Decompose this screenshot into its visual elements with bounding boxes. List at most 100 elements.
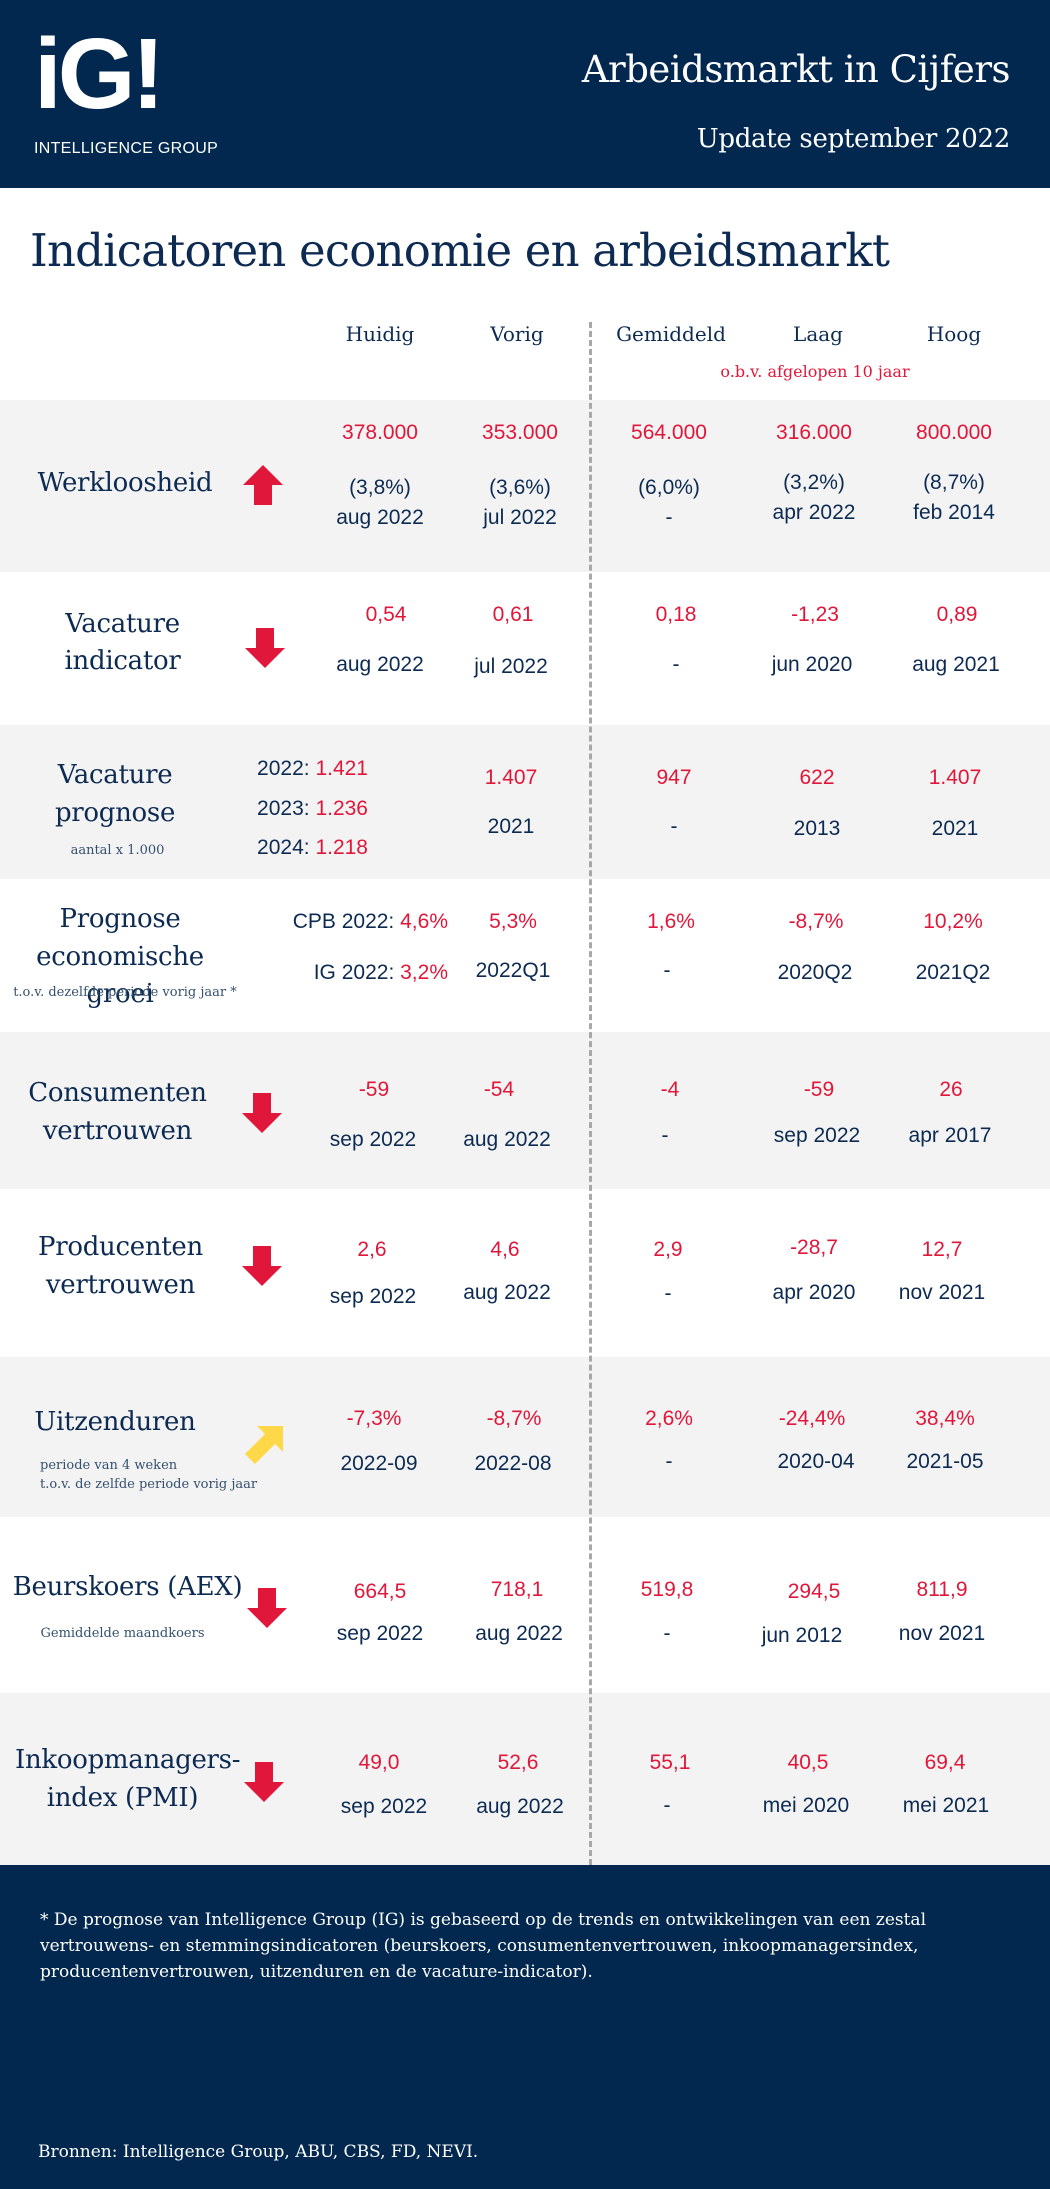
huidig-value: 664,5 — [353, 1580, 407, 1603]
vorig-value: -54 — [483, 1078, 515, 1101]
laag-pct: (3,2%) — [783, 471, 845, 494]
prognose-2024: 2024: 1.218 — [200, 835, 368, 861]
row-producentenvertrouwen: Producenten vertrouwen 2,6 sep 2022 4,6 … — [0, 1189, 1050, 1357]
trend-down-arrow-icon — [247, 1588, 287, 1628]
gemiddeld-date: - — [670, 815, 678, 838]
laag-date: jun 2012 — [761, 1624, 843, 1647]
vorig-date: aug 2022 — [476, 1795, 564, 1818]
vorig-date: aug 2022 — [463, 1281, 551, 1304]
gemiddeld-date: - — [665, 1450, 673, 1473]
huidig-value: 0,54 — [365, 603, 407, 626]
vorig-date: 2021 — [487, 815, 535, 838]
gemiddeld-date: - — [672, 653, 680, 676]
row-label-line2: vertrouwen — [45, 1270, 196, 1300]
prognose-2024-label: 2024: — [257, 836, 310, 859]
hoog-date: feb 2014 — [913, 501, 995, 524]
hoog-value: 38,4% — [915, 1407, 975, 1430]
row-label-line2: index (PMI) — [46, 1783, 199, 1813]
vorig-date: jul 2022 — [474, 655, 548, 678]
huidig-date: 2022-09 — [340, 1452, 418, 1475]
header-subtitle: Update september 2022 — [696, 124, 1011, 154]
gemiddeld-value: 2,9 — [653, 1238, 683, 1261]
huidig-value: 378.000 — [342, 421, 418, 444]
laag-date: mei 2020 — [762, 1794, 850, 1817]
vorig-value: -8,7% — [486, 1407, 542, 1430]
row-sublabel-line1: periode van 4 weken — [40, 1458, 178, 1473]
footer-banner — [0, 1865, 1050, 2189]
vorig-value: 1.407 — [484, 766, 538, 789]
prognose-2023-label: 2023: — [257, 797, 310, 820]
row-vacature-indicator: Vacature indicator 0,54 aug 2022 0,61 ju… — [0, 572, 1050, 725]
row-sublabel: t.o.v. dezelfde periode vorig jaar * — [13, 985, 237, 1000]
laag-value: 294,5 — [787, 1580, 841, 1603]
hoog-date: apr 2017 — [908, 1124, 992, 1147]
prognose-ig: IG 2022: 3,2% — [218, 960, 448, 986]
vorig-date: aug 2022 — [475, 1622, 563, 1645]
row-label: Uitzenduren — [34, 1407, 196, 1437]
hoog-date: 2021Q2 — [915, 961, 991, 984]
laag-date: 2020-04 — [777, 1450, 855, 1473]
prognose-2024-value: 1.218 — [315, 836, 368, 859]
gemiddeld-value: 1,6% — [647, 910, 695, 933]
row-label: Werkloosheid — [37, 468, 213, 498]
row-label-line2: vertrouwen — [42, 1116, 193, 1146]
prognose-2023: 2023: 1.236 — [200, 796, 368, 822]
column-header-vorig: Vorig — [490, 322, 544, 346]
laag-date: apr 2022 — [772, 501, 856, 524]
prognose-2023-value: 1.236 — [315, 797, 368, 820]
gemiddeld-value: 947 — [656, 766, 692, 789]
vorig-value: 718,1 — [490, 1578, 544, 1601]
vorig-pct: (3,6%) — [489, 476, 551, 499]
gemiddeld-date: - — [663, 1622, 671, 1645]
trend-down-arrow-icon — [242, 1246, 282, 1286]
row-label-line1: Inkoopmanagers- — [15, 1745, 241, 1775]
huidig-date: aug 2022 — [336, 506, 424, 529]
row-prognose-groei: Prognose economische groei t.o.v. dezelf… — [0, 879, 1050, 1032]
gemiddeld-pct: (6,0%) — [638, 476, 700, 499]
gemiddeld-value: 564.000 — [631, 421, 707, 444]
laag-value: 40,5 — [787, 1751, 829, 1774]
column-header-huidig: Huidig — [345, 322, 415, 346]
prognose-cpb-label: CPB 2022: — [292, 910, 395, 933]
gemiddeld-value: -4 — [660, 1078, 680, 1101]
row-label-line2: prognose — [54, 798, 176, 828]
row-label-line2: indicator — [64, 646, 181, 676]
huidig-date: sep 2022 — [340, 1795, 428, 1818]
huidig-date: sep 2022 — [336, 1622, 424, 1645]
prognose-cpb-value: 4,6% — [400, 910, 448, 933]
hoog-date: nov 2021 — [898, 1622, 986, 1645]
vorig-date: 2022Q1 — [475, 959, 551, 982]
hoog-value: 12,7 — [921, 1238, 963, 1261]
huidig-date: sep 2022 — [329, 1285, 417, 1308]
laag-date: apr 2020 — [772, 1281, 856, 1304]
laag-date: 2013 — [793, 817, 841, 840]
laag-value: 316.000 — [776, 421, 852, 444]
vorig-value: 4,6 — [490, 1238, 520, 1261]
hoog-date: nov 2021 — [898, 1281, 986, 1304]
ig-logo-subtitle: INTELLIGENCE GROUP — [34, 140, 219, 157]
row-sublabel: aantal x 1.000 — [70, 843, 165, 858]
prognose-2022-value: 1.421 — [315, 757, 368, 780]
laag-value: -24,4% — [778, 1407, 846, 1430]
column-note: o.b.v. afgelopen 10 jaar — [720, 362, 910, 381]
trend-up-right-arrow-icon — [245, 1426, 283, 1464]
footnote: * De prognose van Intelligence Group (IG… — [40, 1910, 927, 1982]
gemiddeld-value: 0,18 — [655, 603, 697, 626]
row-label-line1: Producenten — [38, 1232, 203, 1262]
column-header-laag: Laag — [793, 322, 843, 346]
hoog-value: 1.407 — [928, 766, 982, 789]
hoog-date: aug 2021 — [912, 653, 1000, 676]
prognose-2022-label: 2022: — [257, 757, 310, 780]
trend-down-arrow-icon — [242, 1093, 282, 1133]
hoog-value: 69,4 — [924, 1751, 966, 1774]
row-label-line2: economische groei — [36, 942, 204, 1009]
sources: Bronnen: Intelligence Group, ABU, CBS, F… — [38, 2142, 479, 2162]
huidig-value: -59 — [358, 1078, 390, 1101]
vorig-value: 5,3% — [489, 910, 537, 933]
laag-value: -1,23 — [791, 603, 839, 626]
gemiddeld-date: - — [664, 1282, 672, 1305]
laag-date: 2020Q2 — [777, 961, 853, 984]
huidig-pct: (3,8%) — [349, 476, 411, 499]
row-pmi: Inkoopmanagers- index (PMI) 49,0 sep 202… — [0, 1693, 1050, 1865]
vorig-value: 52,6 — [497, 1751, 539, 1774]
